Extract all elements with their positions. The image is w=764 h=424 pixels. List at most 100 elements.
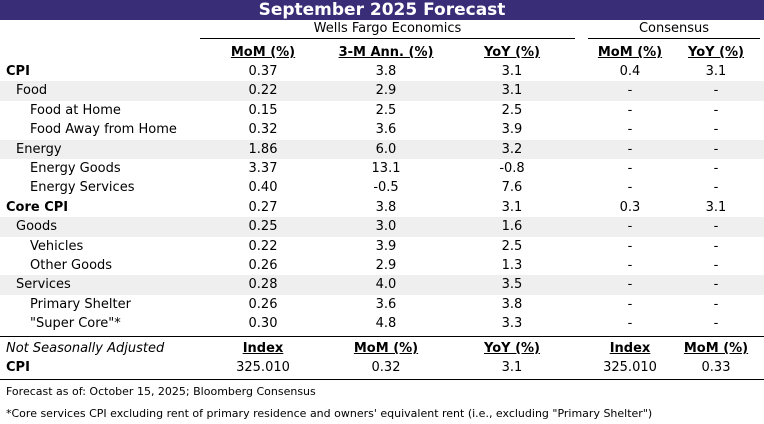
cell: 3.0 (375, 219, 397, 235)
cell: 3.8 (375, 64, 397, 79)
cell: - (627, 316, 633, 332)
cell: 0.37 (248, 64, 278, 79)
cell: 0.4 (619, 64, 641, 79)
row-label: Food Away from Home (30, 122, 177, 138)
cell: 3.1 (705, 199, 727, 215)
cell: - (713, 141, 719, 157)
cell: 4.0 (375, 277, 397, 293)
group-rule (200, 38, 575, 39)
nsa-header: YoY (%) (484, 341, 540, 356)
cell: 4.8 (375, 316, 397, 332)
row-label: Services (16, 277, 71, 293)
column-header: MoM (%) (597, 45, 663, 60)
cell: 3.1 (501, 199, 523, 215)
cell: - (713, 277, 719, 293)
row-shade (0, 275, 764, 295)
cell: 3.8 (501, 296, 523, 312)
cell: - (627, 102, 633, 118)
row-label: Goods (16, 219, 58, 235)
cell: 0.26 (248, 296, 278, 312)
cell: 1.6 (501, 219, 523, 235)
rule (0, 379, 764, 380)
title-bar (0, 0, 764, 20)
cell: 325.010 (603, 360, 657, 375)
group-header: Wells Fargo Economics (313, 21, 462, 36)
cell: 3.2 (501, 141, 523, 157)
cell: 2.5 (501, 102, 523, 118)
row-label: Other Goods (30, 258, 113, 273)
row-label: Food (16, 83, 48, 99)
column-header: YoY (%) (484, 45, 540, 60)
nsa-label: Not Seasonally Adjusted (6, 341, 165, 356)
cell: - (627, 258, 633, 273)
cell: -0.5 (373, 180, 399, 196)
row-label: Core CPI (6, 199, 69, 215)
cell: 2.5 (375, 102, 397, 118)
title: September 2025 Forecast (258, 0, 506, 20)
column-header: 3-M Ann. (%) (338, 45, 434, 60)
cell: 0.30 (248, 316, 278, 332)
cell: 3.1 (705, 64, 727, 79)
cell: - (713, 238, 719, 254)
cell: 7.6 (501, 180, 523, 196)
cell: 3.1 (501, 83, 523, 99)
cell: 0.32 (371, 360, 401, 375)
cell: 325.010 (236, 360, 290, 375)
cell: - (713, 83, 719, 99)
nsa-header: MoM (%) (683, 341, 749, 356)
cell: 3.9 (375, 238, 397, 254)
cell: 0.3 (619, 199, 641, 215)
row-label: Vehicles (30, 238, 84, 254)
cell: 6.0 (375, 141, 397, 157)
cell: 3.3 (501, 316, 523, 332)
cell: 2.9 (375, 258, 397, 273)
cell: - (627, 277, 633, 293)
cell: - (627, 296, 633, 312)
row-label: Energy Services (30, 180, 135, 196)
footnote: *Core services CPI excluding rent of pri… (6, 407, 653, 420)
cell: 0.25 (248, 219, 278, 235)
row-label: CPI (6, 64, 30, 79)
cell: - (713, 180, 719, 196)
cell: 0.28 (248, 277, 278, 293)
cell: - (627, 122, 633, 138)
cell: 0.40 (248, 180, 278, 196)
cell: 2.9 (375, 83, 397, 99)
cell: 3.8 (375, 199, 397, 215)
row-label: Energy (16, 141, 62, 157)
row-label: Energy Goods (30, 161, 121, 176)
cell: 0.32 (248, 122, 278, 138)
cell: - (627, 161, 633, 176)
group-header: Consensus (638, 21, 710, 36)
column-header: YoY (%) (688, 45, 744, 60)
cell: 1.3 (501, 258, 523, 273)
row-label: CPI (6, 360, 30, 375)
row-shade (0, 139, 764, 159)
cell: 0.27 (248, 199, 278, 215)
cell: 3.6 (375, 122, 397, 138)
footnote: Forecast as of: October 15, 2025; Bloomb… (6, 385, 316, 398)
cell: 3.5 (501, 277, 523, 293)
column-header: MoM (%) (230, 45, 296, 60)
cell: 13.1 (371, 161, 401, 176)
cell: - (713, 296, 719, 312)
cell: 3.6 (375, 296, 397, 312)
cell: - (627, 141, 633, 157)
row-shade (0, 81, 764, 101)
row-label: Primary Shelter (30, 296, 131, 312)
cell: - (713, 161, 719, 176)
cell: - (627, 180, 633, 196)
cell: 0.26 (248, 258, 278, 273)
cell: 0.22 (248, 238, 278, 254)
cell: 3.1 (501, 64, 523, 79)
nsa-header: MoM (%) (353, 341, 419, 356)
cell: 1.86 (248, 141, 278, 157)
cell: - (713, 219, 719, 235)
cell: -0.8 (499, 161, 525, 176)
rule (0, 336, 764, 337)
cell: - (713, 102, 719, 118)
nsa-header: Index (609, 341, 651, 356)
cell: - (627, 238, 633, 254)
cell: 0.22 (248, 83, 278, 99)
